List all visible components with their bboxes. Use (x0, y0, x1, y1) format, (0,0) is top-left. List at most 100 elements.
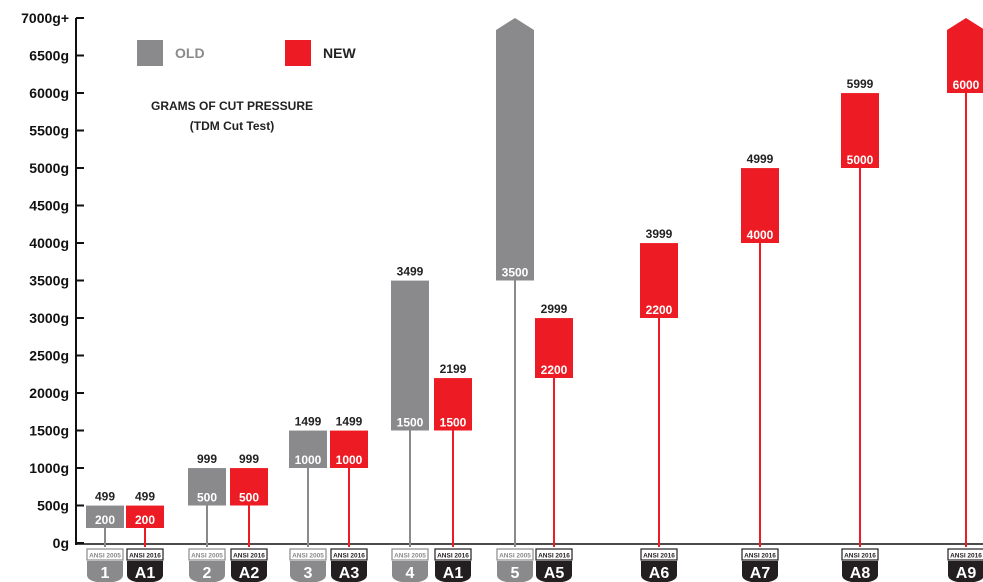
badge-standard-box (86, 548, 124, 561)
bar-old-3 (289, 430, 327, 468)
legend-label-old: OLD (175, 45, 205, 61)
badge-level-label: A3 (339, 565, 360, 582)
bar-low-label: 2200 (646, 303, 673, 317)
badge-shield (641, 561, 677, 582)
badge-standard-box (391, 548, 429, 561)
bar-high-label: 3999 (646, 227, 673, 241)
badge-standard-box (289, 548, 327, 561)
badge-standard-box (330, 548, 368, 561)
badge-standard-box (434, 548, 472, 561)
bars: 499 200 499 200 999 500 999 500 1499 1000 1499 1000… (86, 18, 983, 547)
level-badge: ANSI 2005 4 (391, 548, 429, 582)
badge-level-label: A7 (750, 565, 771, 582)
badge-shield (842, 561, 878, 582)
level-badge: ANSI 2005 1 (86, 548, 124, 582)
level-badge: ANSI 2016 A1 (126, 548, 164, 582)
badge-shield (497, 561, 533, 582)
badge-standard-box (535, 548, 573, 561)
y-tick-label: 4500g (29, 198, 69, 214)
y-tick-label: 6500g (29, 48, 69, 64)
bar-old-1 (86, 505, 124, 528)
badge-shield (948, 561, 983, 582)
bar-new-a1 (434, 378, 472, 431)
y-tick-label: 0g (53, 535, 69, 551)
bar-low-label: 3500 (502, 266, 529, 280)
badge-shield (127, 561, 163, 582)
badge-standard-label: ANSI 2016 (844, 553, 876, 560)
level-badge: ANSI 2016 A9 (947, 548, 983, 582)
level-badge: ANSI 2016 A3 (330, 548, 368, 582)
badge-standard-label: ANSI 2016 (643, 553, 675, 560)
y-tick-label: 2000g (29, 385, 69, 401)
y-tick-label: 3500g (29, 273, 69, 289)
badge-level-label: 4 (406, 565, 415, 582)
bar-high-label: 499 (95, 490, 115, 504)
y-tick-label: 1000g (29, 460, 69, 476)
bar-new-a5 (535, 318, 573, 378)
bar-high-label: 2199 (440, 362, 467, 376)
bar-high-label: 4999 (747, 152, 774, 166)
level-badge: ANSI 2016 A8 (841, 548, 879, 582)
y-tick-label: 7000g+ (21, 10, 69, 26)
y-axis: 0g 500g 1000g 1500g 2000g 2500g 3000g 3500g 4000… (21, 10, 983, 551)
badge-standard-label: ANSI 2016 (538, 553, 570, 560)
bar-high-label: 5999 (847, 77, 874, 91)
badge-level-label: 1 (101, 565, 110, 582)
bar-new-a3 (330, 430, 368, 468)
badge-level-label: A1 (443, 565, 464, 582)
badge-level-label: A8 (850, 565, 871, 582)
badge-standard-box (841, 548, 879, 561)
badge-shield (87, 561, 123, 582)
bar-old-4 (391, 280, 429, 431)
bar-low-label: 500 (197, 491, 217, 505)
bar-low-label: 1500 (440, 416, 467, 430)
y-tick-label: 3000g (29, 310, 69, 326)
badge-shield (536, 561, 572, 582)
bar-high-label: 3499 (397, 265, 424, 279)
badge-level-label: A2 (239, 565, 260, 582)
bar-high-label: 1499 (295, 415, 322, 429)
bar-low-label: 5000 (847, 153, 874, 167)
bar-old-5 (496, 18, 534, 281)
badge-standard-box (126, 548, 164, 561)
bar-high-label: 2999 (541, 302, 568, 316)
bar-new-a1 (126, 505, 164, 528)
bar-new-a9 (947, 18, 983, 93)
badge-shield (392, 561, 428, 582)
badge-standard-box (230, 548, 268, 561)
badge-level-label: 5 (511, 565, 520, 582)
badge-standard-label: ANSI 2016 (129, 553, 161, 560)
badge-standard-box (741, 548, 779, 561)
bar-low-label: 6000 (953, 78, 980, 92)
badge-standard-box (188, 548, 226, 561)
badge-level-label: A5 (544, 565, 565, 582)
bar-new-a6 (640, 243, 678, 318)
bar-high-label: 999 (197, 452, 217, 466)
bar-low-label: 2200 (541, 363, 568, 377)
badge-standard-label: ANSI 2005 (191, 553, 223, 560)
badge-level-label: A1 (135, 565, 156, 582)
bar-low-label: 200 (95, 513, 115, 527)
level-badge: ANSI 2005 5 (496, 548, 534, 582)
badge-standard-label: ANSI 2016 (437, 553, 469, 560)
y-tick-label: 2500g (29, 348, 69, 364)
badge-standard-box (640, 548, 678, 561)
badge-shield (331, 561, 367, 582)
bar-low-label: 1000 (336, 453, 363, 467)
badge-standard-box (496, 548, 534, 561)
bar-low-label: 4000 (747, 228, 774, 242)
y-tick-label: 5000g (29, 160, 69, 176)
badge-standard-box (947, 548, 983, 561)
legend-swatch-new (285, 40, 311, 66)
level-badge: ANSI 2016 A5 (535, 548, 573, 582)
legend-label-new: NEW (323, 45, 356, 61)
bar-new-a7 (741, 168, 779, 243)
bar-low-label: 1500 (397, 416, 424, 430)
level-badges: ANSI 2005 1 ANSI 2016 A1 ANSI 2005 2 ANSI 2016… (86, 548, 983, 582)
badge-shield (189, 561, 225, 582)
level-badge: ANSI 2005 3 (289, 548, 327, 582)
badge-standard-label: ANSI 2005 (89, 553, 121, 560)
badge-shield (290, 561, 326, 582)
badge-level-label: 3 (304, 565, 313, 582)
